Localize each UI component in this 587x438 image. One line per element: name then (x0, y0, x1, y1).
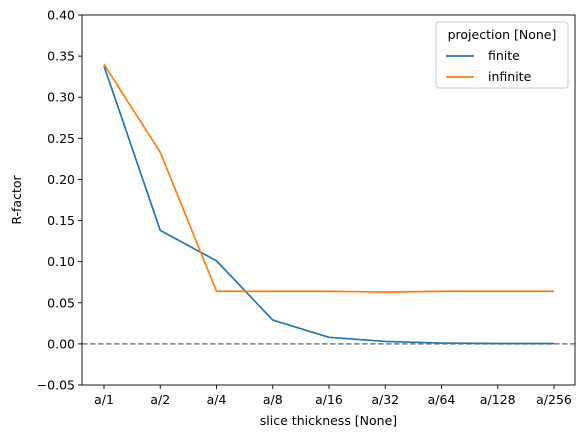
x-tick-label: a/16 (315, 392, 343, 407)
y-tick-label: 0.25 (47, 131, 75, 146)
y-tick-label: 0.05 (47, 295, 75, 310)
y-tick-label: −0.05 (37, 378, 75, 393)
x-axis-label: slice thickness [None] (260, 413, 397, 428)
y-tick-label: 0.00 (47, 336, 75, 351)
x-tick-label: a/1 (94, 392, 114, 407)
x-tick-label: a/32 (371, 392, 399, 407)
legend-box (435, 21, 569, 89)
x-tick-label: a/2 (150, 392, 170, 407)
y-tick-label: 0.15 (47, 213, 75, 228)
legend-label-finite: finite (488, 48, 520, 63)
y-tick-label: 0.40 (47, 8, 75, 23)
y-axis-label: R-factor (9, 174, 24, 224)
legend-label-infinite: infinite (488, 69, 532, 84)
x-tick-label: a/4 (207, 392, 227, 407)
y-tick-label: 0.35 (47, 49, 75, 64)
x-tick-label: a/64 (428, 392, 456, 407)
x-tick-label: a/8 (263, 392, 283, 407)
y-tick-label: 0.30 (47, 90, 75, 105)
legend-title: projection [None] (448, 27, 557, 42)
x-tick-label: a/128 (480, 392, 516, 407)
plot-area (82, 63, 575, 345)
axes: −0.05 0.00 0.05 0.10 0.15 0.20 0.25 0.30 0.35 0.4… (37, 8, 576, 407)
legend: projection [None] finite infinite (435, 21, 569, 89)
y-tick-label: 0.20 (47, 172, 75, 187)
x-tick-label: a/256 (536, 392, 572, 407)
series-line-finite (103, 65, 554, 345)
axes-frame (81, 14, 576, 386)
y-tick-label: 0.10 (47, 254, 75, 269)
series-line-infinite (103, 63, 554, 293)
